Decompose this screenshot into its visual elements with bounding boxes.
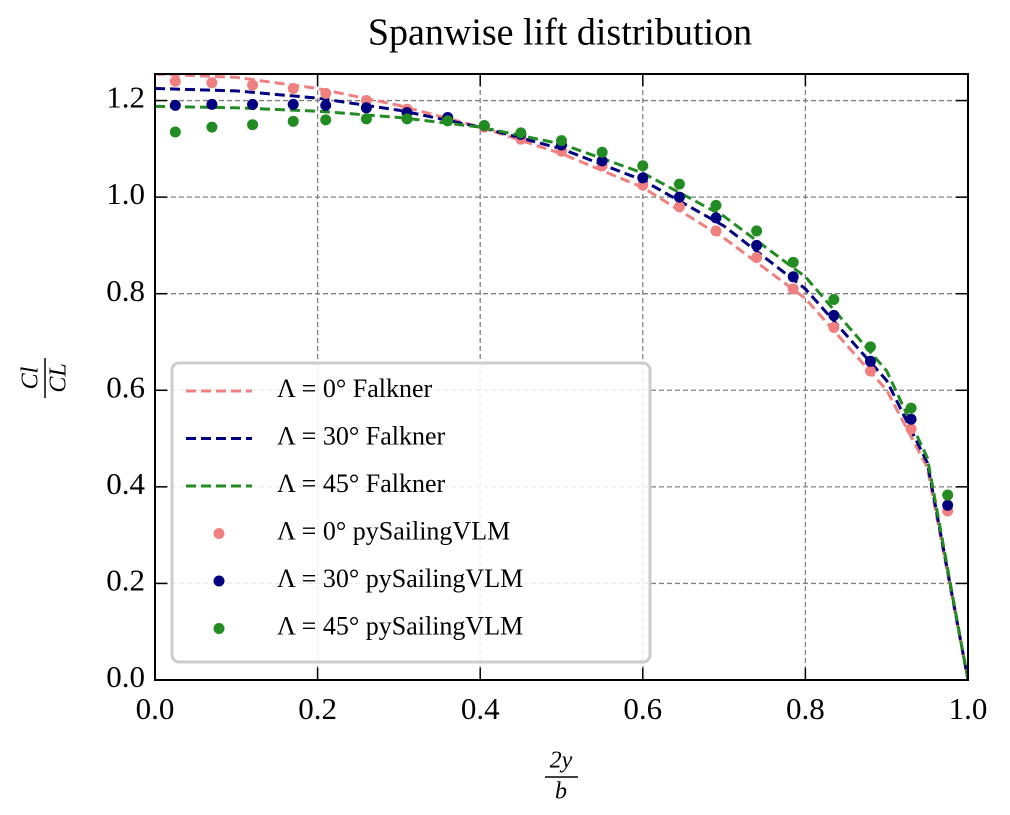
point bbox=[905, 413, 917, 425]
point bbox=[673, 191, 685, 203]
point bbox=[710, 225, 722, 237]
y-tick-label: 0.2 bbox=[106, 563, 145, 598]
point bbox=[828, 309, 840, 321]
y-label: Cl CL bbox=[18, 358, 72, 398]
x-tick-label: 0.0 bbox=[136, 691, 175, 726]
legend-marker bbox=[213, 575, 225, 587]
y-label-denominator: CL bbox=[46, 363, 72, 392]
point bbox=[596, 146, 608, 158]
legend-label: Λ = 0° pySailingVLM bbox=[277, 516, 510, 545]
legend-label: Λ = 0° Falkner bbox=[277, 374, 433, 403]
point bbox=[905, 402, 917, 414]
point bbox=[637, 172, 649, 184]
point bbox=[360, 113, 372, 125]
point bbox=[360, 102, 372, 114]
point bbox=[206, 121, 218, 133]
y-tick-label: 0.0 bbox=[106, 659, 145, 694]
point bbox=[828, 293, 840, 305]
point bbox=[637, 160, 649, 172]
x-label-denominator: b bbox=[555, 779, 567, 805]
point bbox=[401, 113, 413, 125]
point bbox=[673, 178, 685, 190]
point bbox=[787, 256, 799, 268]
point bbox=[515, 127, 527, 139]
legend-label: Λ = 45° Falkner bbox=[277, 469, 446, 498]
y-tick-label: 0.8 bbox=[106, 273, 145, 308]
point bbox=[287, 115, 299, 127]
y-tick-label: 1.0 bbox=[106, 176, 145, 211]
point bbox=[828, 322, 840, 334]
point bbox=[320, 87, 332, 99]
point bbox=[942, 499, 954, 511]
point bbox=[320, 114, 332, 126]
point bbox=[247, 98, 259, 110]
point bbox=[710, 212, 722, 224]
point bbox=[287, 82, 299, 94]
chart-title: Spanwise lift distribution bbox=[368, 12, 752, 54]
point bbox=[556, 135, 567, 147]
point bbox=[442, 115, 454, 127]
point bbox=[751, 225, 763, 237]
plot-frame bbox=[154, 73, 969, 681]
x-tick-label: 1.0 bbox=[949, 691, 988, 726]
point bbox=[247, 79, 259, 91]
point bbox=[247, 119, 259, 131]
point bbox=[710, 199, 722, 211]
point bbox=[320, 99, 332, 111]
x-tick-label: 0.4 bbox=[461, 691, 500, 726]
point bbox=[169, 75, 181, 87]
point bbox=[864, 341, 876, 353]
legend-marker bbox=[213, 528, 225, 539]
point bbox=[206, 98, 218, 110]
point bbox=[905, 423, 917, 435]
point bbox=[673, 201, 685, 213]
legend-marker bbox=[213, 623, 225, 634]
x-label-numerator: 2y bbox=[550, 748, 573, 774]
y-tick-label: 0.6 bbox=[106, 369, 145, 404]
point bbox=[287, 98, 299, 110]
point bbox=[596, 155, 608, 167]
point bbox=[787, 271, 799, 283]
x-tick-label: 0.6 bbox=[623, 691, 662, 726]
point bbox=[787, 283, 799, 295]
point bbox=[942, 489, 954, 501]
point bbox=[169, 126, 181, 138]
legend-label: Λ = 30° pySailingVLM bbox=[277, 564, 523, 593]
legend-label: Λ = 45° pySailingVLM bbox=[277, 611, 523, 640]
y-label-numerator: Cl bbox=[18, 366, 44, 389]
y-tick-label: 0.4 bbox=[106, 466, 145, 501]
y-tick-label: 1.2 bbox=[106, 80, 145, 115]
x-tick-label: 0.8 bbox=[786, 691, 825, 726]
point bbox=[864, 355, 876, 367]
legend-box bbox=[170, 361, 652, 664]
x-tick-label: 0.2 bbox=[298, 691, 337, 726]
point bbox=[751, 239, 763, 251]
point bbox=[478, 120, 490, 132]
legend-label: Λ = 30° Falkner bbox=[277, 421, 446, 450]
point bbox=[206, 77, 218, 89]
point bbox=[864, 365, 876, 377]
point bbox=[169, 99, 181, 111]
point bbox=[751, 251, 763, 263]
